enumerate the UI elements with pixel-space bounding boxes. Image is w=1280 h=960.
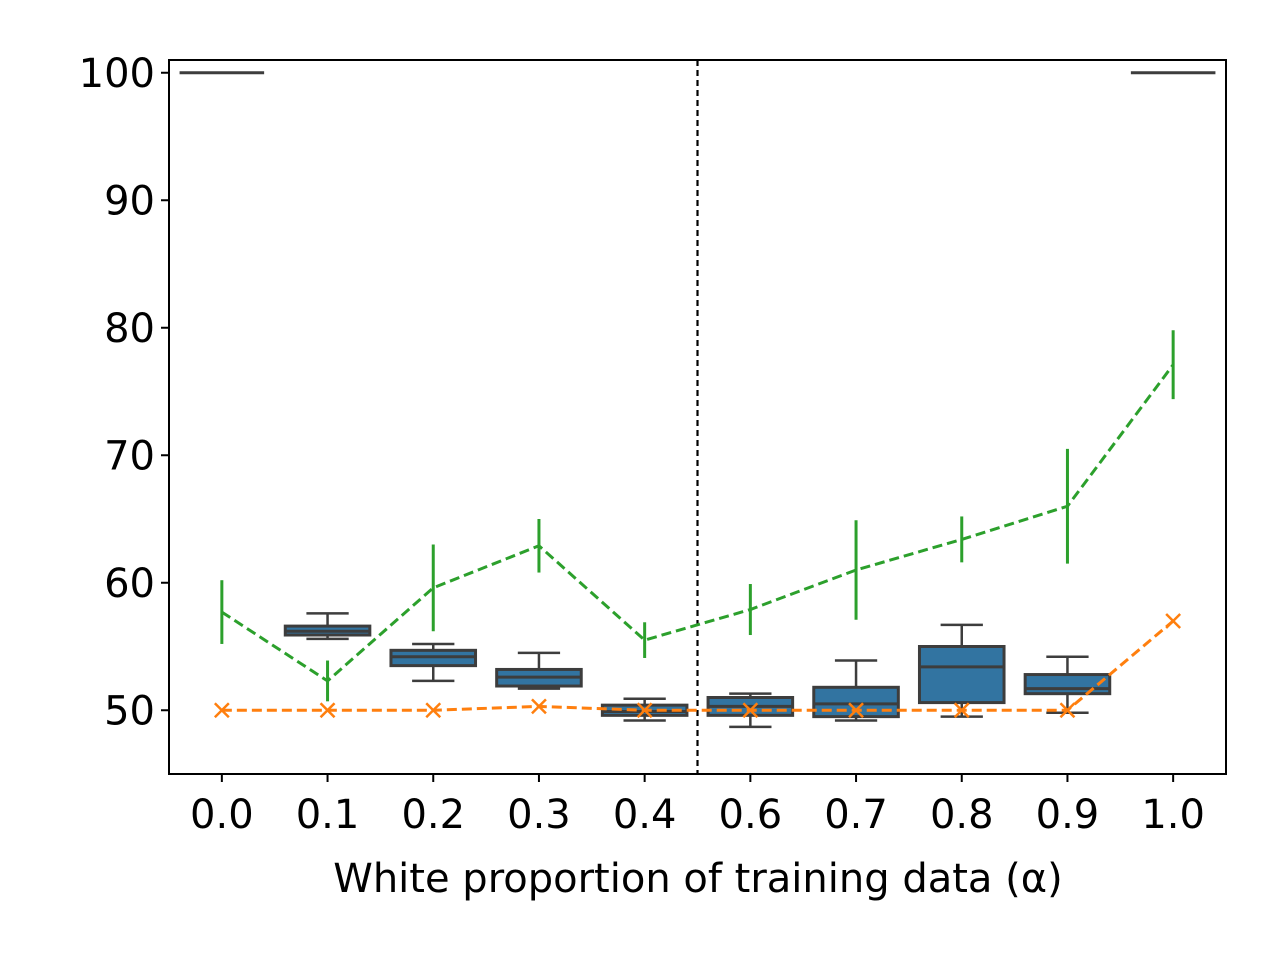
box-0.3 xyxy=(495,651,583,690)
box-0.8 xyxy=(917,623,1006,718)
marker-x xyxy=(742,702,759,719)
x-tick-label: 1.0 xyxy=(1141,792,1205,838)
x-tick-label: 0.6 xyxy=(719,792,783,838)
box-0.1 xyxy=(283,612,372,641)
marker-x xyxy=(1165,613,1182,629)
series-line xyxy=(221,619,1175,712)
series-group xyxy=(213,330,1182,719)
marker-stroke xyxy=(319,702,336,719)
marker-x xyxy=(953,702,970,719)
marker-stroke xyxy=(636,702,653,719)
box-0.9 xyxy=(1023,655,1112,715)
marker-x xyxy=(1059,702,1076,719)
x-tick-label: 0.9 xyxy=(1036,792,1100,838)
marker-stroke xyxy=(1165,613,1182,629)
marker-stroke xyxy=(213,702,230,719)
marker-x xyxy=(531,698,547,715)
marker-x xyxy=(848,702,864,719)
x-tick-label: 0.1 xyxy=(296,792,360,838)
plot-frame xyxy=(168,59,1227,775)
y-tick-label: 80 xyxy=(104,306,155,352)
marker-x xyxy=(213,702,230,719)
x-tick-label: 0.2 xyxy=(401,792,465,838)
x-tick-label: 0.8 xyxy=(930,792,994,838)
series-1 xyxy=(213,613,1182,719)
y-tick-label: 60 xyxy=(104,561,155,607)
marker-x xyxy=(636,702,653,719)
box-body xyxy=(812,685,900,719)
y-tick-label: 100 xyxy=(79,51,155,97)
marker-x xyxy=(319,702,336,719)
series-0 xyxy=(220,330,1175,702)
x-axis-title: White proportion of training data (α) xyxy=(333,856,1062,902)
x-tick-label: 0.3 xyxy=(507,792,571,838)
y-tick-label: 70 xyxy=(104,433,155,479)
marker-stroke xyxy=(848,702,864,719)
box-group xyxy=(179,71,1216,729)
marker-stroke xyxy=(953,702,970,719)
series-line xyxy=(221,363,1175,683)
marker-x xyxy=(425,702,442,719)
marker-stroke xyxy=(425,702,442,719)
box-body xyxy=(917,645,1006,705)
y-tick-label: 90 xyxy=(104,178,155,224)
marker-stroke xyxy=(531,698,547,715)
x-tick-label: 0.7 xyxy=(824,792,888,838)
x-tick-label: 0.4 xyxy=(613,792,677,838)
x-tick-label: 0.0 xyxy=(190,792,254,838)
y-tick-label: 50 xyxy=(104,688,155,734)
axes-group: 50 60 70 80 90 100 0.0 0.1 0.2 0.3 0.4 0.6 0.7 0.8 0.9… xyxy=(79,51,1227,838)
marker-stroke xyxy=(742,702,759,719)
box-0.2 xyxy=(389,642,478,683)
marker-stroke xyxy=(1059,702,1076,719)
